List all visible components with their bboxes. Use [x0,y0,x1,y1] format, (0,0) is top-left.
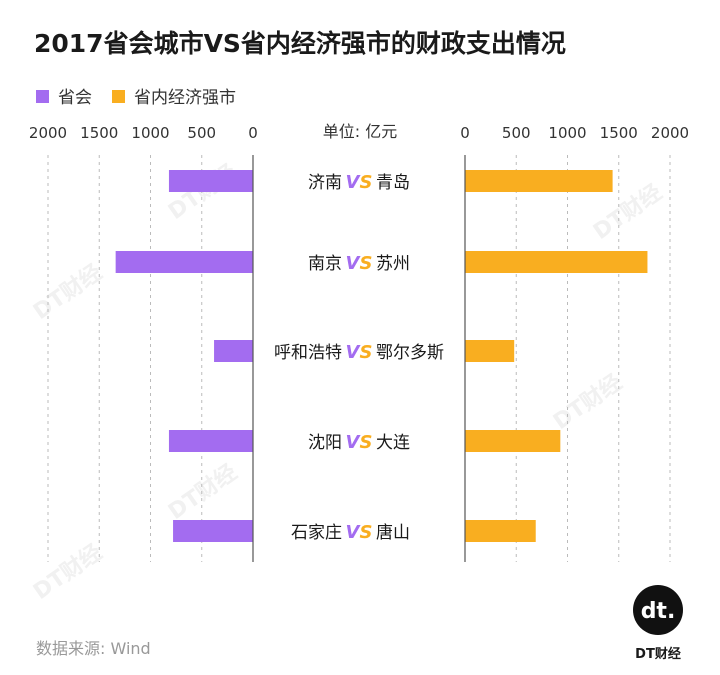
pair-label-left: 南京 [308,254,342,274]
legend-label-strong-city: 省内经济强市 [134,88,236,108]
bar-strong-city [465,340,515,362]
bar-capital [115,251,254,273]
vs-label: VS [346,342,373,363]
vs-label: VS [346,432,373,453]
watermark-text: DT财经 [549,369,627,435]
pair-label-left: 济南 [308,173,342,193]
right-axis-ticks: 0 500 1000 1500 2000 [460,124,689,142]
legend-label-capital: 省会 [58,88,92,108]
unit-label: 单位: 亿元 [323,122,397,141]
bar-strong-city [465,520,536,542]
right-tick-label: 1500 [600,124,638,142]
dt-logo-circle [633,585,683,635]
left-tick-label: 1500 [80,124,118,142]
bar-capital [173,520,253,542]
pair-label-right: 鄂尔多斯 [376,343,444,363]
legend-swatch-capital [36,90,49,103]
pair-label-right: 苏州 [376,254,410,274]
bar-capital [168,170,253,192]
pair-label-right: 青岛 [376,173,410,193]
left-tick-label: 500 [187,124,216,142]
right-tick-label: 2000 [651,124,689,142]
watermark-text: DT财经 [164,159,242,225]
bar-strong-city [465,170,613,192]
pair-label-left: 石家庄 [291,523,342,543]
bar-strong-city [465,430,561,452]
dt-logo-mark: dt. [641,599,676,624]
source-note: 数据来源: Wind [36,639,151,658]
vs-label: VS [346,522,373,543]
right-tick-label: 500 [502,124,531,142]
watermark-text: DT财经 [29,259,107,325]
dt-logo-text: DT财经 [635,646,681,662]
dt-logo: dt. DT财经 [633,585,683,662]
bar-capital [168,430,253,452]
vs-label: VS [346,253,373,274]
pair-label-left: 沈阳 [308,433,342,453]
left-tick-label: 2000 [29,124,67,142]
left-axis-ticks: 2000 1500 1000 500 0 [29,124,258,142]
watermark-text: DT财经 [164,459,242,525]
pair-label-right: 唐山 [376,522,410,543]
gridlines [47,155,671,562]
watermark-text: DT财经 [29,539,107,605]
bar-strong-city [465,251,648,273]
right-tick-label: 0 [460,124,470,142]
right-tick-label: 1000 [548,124,586,142]
bars [115,170,648,542]
bar-capital [214,340,253,362]
left-tick-label: 0 [248,124,258,142]
vs-label: VS [346,172,373,193]
axis-lines [252,155,466,562]
chart-title: 2017省会城市VS省内经济强市的财政支出情况 [34,29,566,58]
left-tick-label: 1000 [131,124,169,142]
legend-swatch-strong-city [112,90,125,103]
legend: 省会 省内经济强市 [36,88,236,108]
pair-label-left: 呼和浩特 [274,343,342,363]
pair-label-right: 大连 [376,433,410,453]
